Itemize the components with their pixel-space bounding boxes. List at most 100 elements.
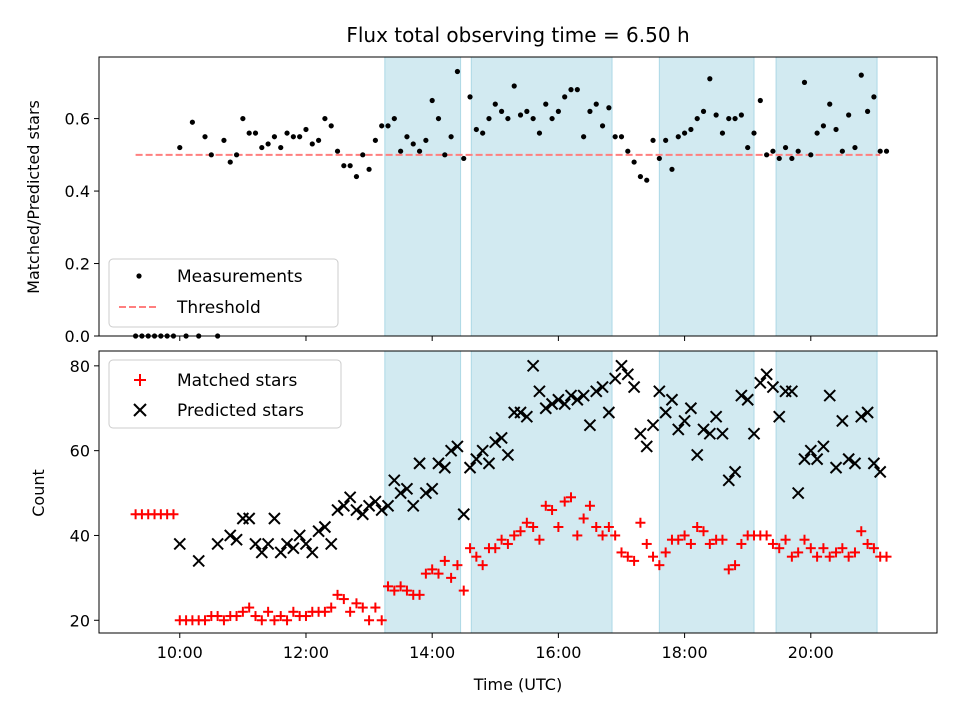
matched-star-point xyxy=(723,564,734,575)
predicted-star-point xyxy=(249,537,262,551)
measurement-point xyxy=(644,177,650,183)
predicted-star-point xyxy=(268,512,281,525)
matched-star-point xyxy=(812,551,823,562)
matched-star-point xyxy=(168,509,179,520)
measurement-point xyxy=(334,148,341,154)
bottom-legend-box xyxy=(108,359,342,429)
predicted-star-point xyxy=(798,452,811,466)
matched-star-point xyxy=(654,560,665,571)
predicted-star-point xyxy=(571,393,584,406)
measurement-point xyxy=(265,141,271,147)
predicted-star-point xyxy=(438,461,452,474)
measurement-point xyxy=(530,115,536,122)
matched-star-point xyxy=(868,543,879,554)
measurement-point xyxy=(278,144,284,151)
chart-title: Flux total observing time = 6.50 h xyxy=(346,23,689,47)
measurement-point xyxy=(820,123,827,129)
matched-star-point xyxy=(401,585,412,596)
predicted-star-point xyxy=(552,393,565,406)
predicted-star-point xyxy=(760,368,773,381)
predicted-star-point xyxy=(444,444,458,457)
top-observing-spans xyxy=(384,56,878,337)
predicted-star-point xyxy=(785,385,799,398)
measurement-point xyxy=(385,123,391,129)
matched-star-point xyxy=(730,560,741,571)
measurement-point xyxy=(612,134,618,140)
predicted-star-point xyxy=(672,423,685,436)
matched-star-point xyxy=(332,589,343,600)
predicted-star-point xyxy=(388,474,401,487)
matched-star-point xyxy=(244,602,255,613)
matched-star-point xyxy=(370,602,381,613)
measurement-point xyxy=(637,173,644,180)
matched-star-point xyxy=(528,521,539,532)
predicted-star-point xyxy=(533,385,546,398)
matched-star-point xyxy=(269,615,280,626)
predicted-star-point xyxy=(274,546,287,559)
measurement-point xyxy=(700,108,707,114)
x-tick-label: 10:00 xyxy=(157,643,203,662)
predicted-star-point xyxy=(280,537,294,551)
x-tick-label: 14:00 xyxy=(409,643,455,662)
matched-star-point xyxy=(452,560,463,571)
measurement-point xyxy=(208,152,214,158)
predicted-star-point xyxy=(590,385,603,398)
matched-star-point xyxy=(862,538,873,549)
measurement-point xyxy=(442,152,448,158)
matched-star-point xyxy=(433,568,444,579)
measurement-point xyxy=(745,144,751,151)
bottom-x-ticks: 10:00 12:00 14:00 16:00 18:00 20:00 xyxy=(157,633,834,662)
predicted-star-point xyxy=(173,537,186,551)
matched-star-point xyxy=(736,538,747,549)
predicted-star-point xyxy=(697,423,710,436)
measurement-point xyxy=(398,148,404,154)
matched-star-point xyxy=(477,560,488,571)
predicted-star-point xyxy=(211,537,224,551)
measurement-point xyxy=(581,134,587,140)
matched-star-point xyxy=(692,521,703,532)
matched-star-point xyxy=(578,513,589,524)
predicted-star-point xyxy=(659,406,672,419)
bottom-panel-frame xyxy=(98,350,938,634)
predicted-star-point xyxy=(754,376,767,390)
measurement-point xyxy=(517,112,524,118)
top-y-tick-label: 0.0 xyxy=(65,327,90,346)
predicted-star-point xyxy=(375,503,388,517)
measurement-point xyxy=(271,134,278,140)
top-y-tick-label: 0.4 xyxy=(65,182,90,201)
top-y-axis-label: Matched/Predicted stars xyxy=(24,100,43,294)
predicted-star-point xyxy=(577,389,590,402)
matched-star-point xyxy=(849,547,860,558)
predicted-star-point xyxy=(728,465,742,479)
matched-star-point xyxy=(673,534,684,545)
bottom-y-tick-label: 40 xyxy=(70,526,90,545)
matched-star-point xyxy=(345,606,356,617)
matched-star-point xyxy=(629,555,640,566)
measurement-point xyxy=(454,68,461,75)
matched-star-point xyxy=(288,606,299,617)
measurement-point xyxy=(221,137,227,143)
predicted-star-point xyxy=(634,427,647,440)
matched-star-point xyxy=(805,543,816,554)
measurement-point xyxy=(599,123,606,129)
predicted-star-point xyxy=(627,380,641,394)
measurement-point xyxy=(568,87,574,93)
bottom-y-axis-label: Count xyxy=(29,469,48,517)
predicted-star-point xyxy=(810,452,824,466)
measurement-point xyxy=(864,108,871,114)
predicted-star-point xyxy=(773,410,786,423)
measurement-point xyxy=(379,123,385,129)
matched-star-point xyxy=(364,615,375,626)
predicted-star-point xyxy=(362,499,376,512)
predicted-star-point xyxy=(874,465,887,479)
measurement-point xyxy=(694,115,700,122)
measurement-point xyxy=(587,108,593,114)
matched-star-point xyxy=(446,572,457,583)
measurement-point xyxy=(625,148,631,154)
predicted-star-point xyxy=(564,389,578,402)
measurement-point xyxy=(461,155,467,162)
measurement-point xyxy=(202,134,208,140)
measurement-point xyxy=(177,144,183,151)
matched-star-point xyxy=(256,615,267,626)
